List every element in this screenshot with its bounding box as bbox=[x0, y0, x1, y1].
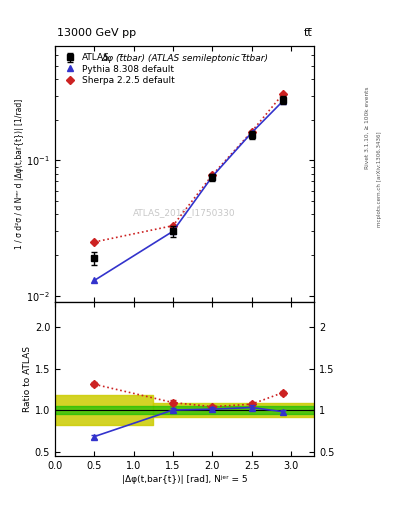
Y-axis label: Ratio to ATLAS: Ratio to ATLAS bbox=[23, 346, 32, 412]
Text: Rivet 3.1.10, ≥ 100k events: Rivet 3.1.10, ≥ 100k events bbox=[365, 87, 370, 169]
Pythia 8.308 default bbox=[171, 228, 175, 234]
Y-axis label: 1 / σ d²σ / d Nʳᵉʳ d |Δφ(t,bar{t})| [1/rad]: 1 / σ d²σ / d Nʳᵉʳ d |Δφ(t,bar{t})| [1/r… bbox=[15, 99, 24, 249]
Sherpa 2.2.5 default bbox=[92, 239, 97, 245]
Sherpa 2.2.5 default bbox=[171, 223, 175, 229]
Pythia 8.308 default bbox=[210, 174, 215, 180]
Text: 13000 GeV pp: 13000 GeV pp bbox=[57, 28, 136, 38]
Legend: ATLAS, Pythia 8.308 default, Sherpa 2.2.5 default: ATLAS, Pythia 8.308 default, Sherpa 2.2.… bbox=[59, 51, 178, 88]
Sherpa 2.2.5 default bbox=[210, 172, 215, 178]
Text: ATLAS_2019_I1750330: ATLAS_2019_I1750330 bbox=[133, 208, 236, 217]
Line: Sherpa 2.2.5 default: Sherpa 2.2.5 default bbox=[92, 91, 286, 245]
Text: mcplots.cern.ch [arXiv:1306.3436]: mcplots.cern.ch [arXiv:1306.3436] bbox=[377, 132, 382, 227]
Sherpa 2.2.5 default bbox=[281, 91, 285, 97]
Pythia 8.308 default bbox=[249, 130, 254, 136]
Sherpa 2.2.5 default bbox=[249, 129, 254, 135]
Text: tt̅: tt̅ bbox=[304, 28, 312, 38]
Text: Δφ (t̅tbar) (ATLAS semileptonic t̅tbar): Δφ (t̅tbar) (ATLAS semileptonic t̅tbar) bbox=[101, 54, 268, 63]
Pythia 8.308 default bbox=[281, 98, 285, 104]
X-axis label: |Δφ(t,bar{t})| [rad], Nʲᵉʳ = 5: |Δφ(t,bar{t})| [rad], Nʲᵉʳ = 5 bbox=[122, 475, 248, 484]
Pythia 8.308 default bbox=[92, 278, 97, 284]
Line: Pythia 8.308 default: Pythia 8.308 default bbox=[91, 98, 286, 284]
